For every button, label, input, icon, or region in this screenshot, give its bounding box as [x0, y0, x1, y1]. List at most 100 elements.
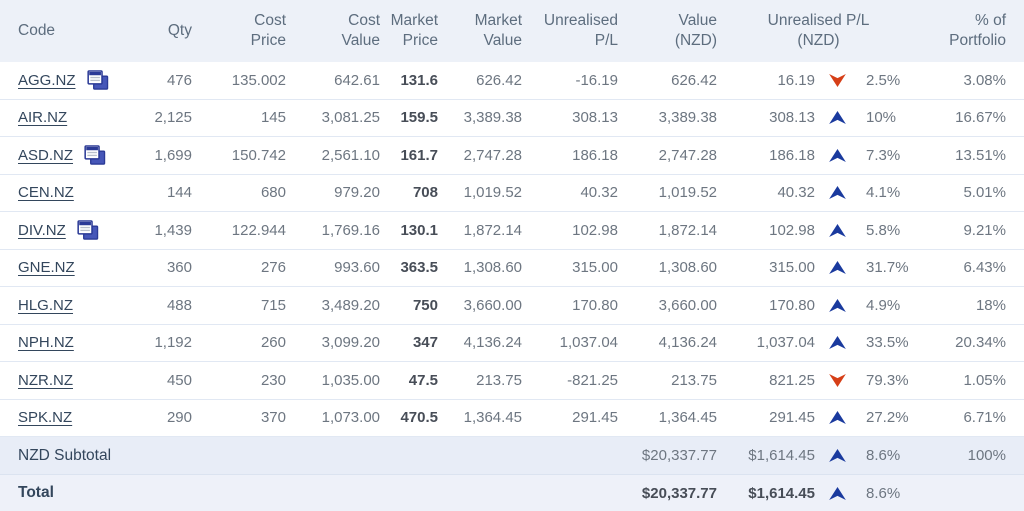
col-header-pct-portfolio-line1: % of — [974, 12, 1006, 29]
cell-cost-value: 1,073.00 — [321, 409, 380, 427]
cell-cost-value: 2,561.10 — [321, 146, 380, 164]
cell-pct-portfolio: 16.67% — [955, 109, 1006, 127]
cell-qty: 144 — [166, 184, 192, 202]
holding-row: SPK.NZ 290 370 1,073.00 470.5 1,364.45 2… — [0, 400, 1024, 437]
holding-row: AIR.NZ 2,125 145 3,081.25 159.5 3,389.38… — [0, 100, 1024, 137]
cell-unrealised-pl: 1,037.04 — [559, 334, 618, 352]
cell-code: AGG.NZ — [18, 69, 140, 91]
col-header-qty-line1: Qty — [167, 22, 192, 39]
notes-icon[interactable] — [83, 144, 107, 166]
col-header-cost-price-line1: Cost — [254, 12, 286, 29]
cell-cost-value: 979.20 — [334, 184, 380, 202]
cell-code: SPK.NZ — [18, 409, 140, 426]
cell-unrealised-pl: -821.25 — [567, 371, 618, 389]
trend-down-icon — [815, 73, 860, 87]
cell-market-price: 470.5 — [400, 409, 438, 427]
cell-cost-price: 145 — [260, 109, 286, 127]
cell-pct-portfolio: 18% — [975, 296, 1006, 314]
holding-code-link[interactable]: AGG.NZ — [18, 71, 76, 89]
col-header-market-price-line1: Market — [390, 12, 438, 29]
notes-icon[interactable] — [76, 219, 100, 241]
holding-code-link[interactable]: HLG.NZ — [18, 296, 74, 314]
trend-up-icon — [815, 186, 860, 200]
cell-unrealised-pl: 170.80 — [572, 296, 618, 314]
cell-code: ASD.NZ — [18, 144, 140, 166]
holding-code-link[interactable]: AIR.NZ — [18, 109, 68, 127]
cell-cost-price: 370 — [260, 409, 286, 427]
holding-code-link[interactable]: DIV.NZ — [18, 221, 66, 239]
cell-market-value: 1,308.60 — [463, 259, 522, 277]
cell-code: CEN.NZ — [18, 184, 140, 201]
cell-cost-price: 150.742 — [231, 146, 286, 164]
cell-pct-portfolio: 5.01% — [963, 184, 1006, 202]
holding-code-link[interactable]: NPH.NZ — [18, 334, 74, 352]
holding-row: DIV.NZ 1,439 122.944 1,769.16 130.1 1,87… — [0, 212, 1024, 250]
col-header-qty: Qty — [140, 21, 192, 41]
trend-up-icon — [815, 298, 860, 312]
col-header-code-line1: Code — [18, 22, 56, 39]
holding-code-link[interactable]: SPK.NZ — [18, 409, 73, 427]
cell-cost-price: 260 — [260, 334, 286, 352]
holding-code-link[interactable]: ASD.NZ — [18, 146, 74, 164]
col-header-cost-price: Cost Price — [192, 11, 286, 51]
cell-cost-value: 1,769.16 — [321, 221, 380, 239]
cell-unrealised-pl-nzd: 186.18 — [769, 146, 815, 164]
holding-code-link[interactable]: GNE.NZ — [18, 259, 75, 277]
col-header-market-value-line1: Market — [474, 12, 522, 29]
cell-pct-change: 10% — [866, 109, 897, 127]
trend-up-icon — [815, 411, 860, 425]
cell-market-price: 363.5 — [400, 259, 438, 277]
notes-icon[interactable] — [86, 69, 110, 91]
cell-cost-value: 3,099.20 — [321, 334, 380, 352]
cell-market-price: 131.6 — [400, 71, 438, 89]
holding-row: ASD.NZ 1,699 150.742 2,561.10 161.7 2,74… — [0, 137, 1024, 175]
col-header-unrealised-pl-line1: Unrealised — [543, 12, 618, 29]
cell-unrealised-pl: 186.18 — [572, 146, 618, 164]
cell-pct-change: 33.5% — [866, 334, 909, 352]
cell-unrealised-pl-nzd: 40.32 — [777, 184, 815, 202]
col-header-value-nzd: Value (NZD) — [618, 11, 717, 51]
holding-row: NPH.NZ 1,192 260 3,099.20 347 4,136.24 1… — [0, 325, 1024, 362]
cell-market-price: 130.1 — [400, 221, 438, 239]
trend-up-icon — [815, 148, 860, 162]
subtotal-value-nzd: $20,337.77 — [641, 447, 717, 464]
cell-cost-value: 993.60 — [334, 259, 380, 277]
cell-pct-portfolio: 9.21% — [963, 221, 1006, 239]
cell-cost-price: 135.002 — [231, 71, 286, 89]
col-header-unrealised-pl-nzd-line1: Unrealised P/L — [767, 12, 870, 29]
cell-market-value: 1,872.14 — [463, 221, 522, 239]
cell-pct-portfolio: 20.34% — [955, 334, 1006, 352]
col-header-market-value-line2: Value — [483, 32, 523, 49]
cell-value-nzd: 1,872.14 — [658, 221, 717, 239]
col-header-market-price-line2: Price — [402, 32, 438, 49]
cell-value-nzd: 1,364.45 — [658, 409, 717, 427]
cell-market-price: 750 — [412, 296, 438, 314]
trend-up-icon — [815, 261, 860, 275]
col-header-value-nzd-line1: Value — [678, 12, 718, 29]
cell-market-value: 2,747.28 — [463, 146, 522, 164]
cell-code: NZR.NZ — [18, 372, 140, 389]
cell-unrealised-pl: 315.00 — [572, 259, 618, 277]
cell-unrealised-pl-nzd: 170.80 — [769, 296, 815, 314]
cell-value-nzd: 3,389.38 — [658, 109, 717, 127]
cell-value-nzd: 1,019.52 — [658, 184, 717, 202]
holding-row: GNE.NZ 360 276 993.60 363.5 1,308.60 315… — [0, 250, 1024, 287]
cell-pct-change: 31.7% — [866, 259, 909, 277]
holding-row: AGG.NZ 476 135.002 642.61 131.6 626.42 -… — [0, 62, 1024, 100]
col-header-value-nzd-line2: (NZD) — [674, 32, 717, 49]
trend-up-icon — [815, 111, 860, 125]
holding-code-link[interactable]: CEN.NZ — [18, 184, 74, 202]
cell-cost-price: 122.944 — [231, 221, 286, 239]
table-header-row: Code Qty Cost Price Cost Value Market Pr… — [0, 0, 1024, 62]
holding-row: HLG.NZ 488 715 3,489.20 750 3,660.00 170… — [0, 287, 1024, 325]
holding-code-link[interactable]: NZR.NZ — [18, 371, 73, 389]
col-header-cost-value: Cost Value — [286, 11, 381, 51]
cell-market-price: 347 — [412, 334, 438, 352]
cell-pct-change: 4.1% — [866, 184, 901, 202]
total-value-nzd: $20,337.77 — [641, 484, 717, 502]
cell-cost-value: 3,081.25 — [321, 109, 380, 127]
cell-qty: 1,439 — [154, 221, 192, 239]
cell-value-nzd: 213.75 — [671, 371, 717, 389]
cell-value-nzd: 2,747.28 — [658, 146, 717, 164]
subtotal-label: NZD Subtotal — [18, 446, 112, 464]
